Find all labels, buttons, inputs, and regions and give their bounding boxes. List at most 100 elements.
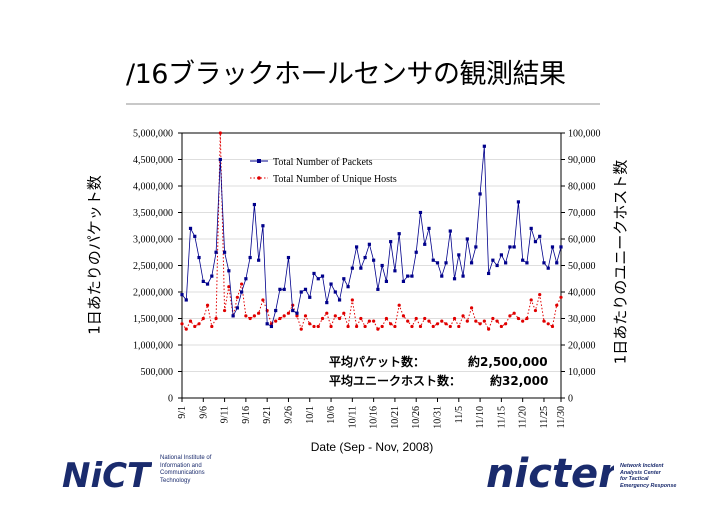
data-point <box>337 298 342 302</box>
data-point <box>278 287 282 291</box>
data-point <box>499 253 503 257</box>
data-point <box>372 319 376 323</box>
data-point <box>261 224 265 228</box>
data-point <box>521 319 525 323</box>
data-point <box>431 258 435 262</box>
data-point <box>504 322 508 326</box>
data-point <box>316 277 320 281</box>
data-point <box>397 303 401 307</box>
data-point <box>214 316 218 321</box>
data-point <box>457 253 461 257</box>
data-point <box>227 269 231 273</box>
title-underline <box>126 103 600 105</box>
data-point <box>440 274 444 278</box>
data-point <box>482 144 486 148</box>
data-point <box>197 255 201 260</box>
y-axis-label-left: 1日あたりのパケット数 <box>85 175 104 335</box>
data-point <box>431 324 435 329</box>
data-point <box>282 287 286 291</box>
data-point <box>423 316 427 321</box>
data-point <box>222 308 227 313</box>
data-point <box>201 316 205 321</box>
data-point <box>435 322 440 326</box>
data-point <box>508 314 512 318</box>
data-point <box>542 261 546 265</box>
y-tick-label-right: 60,000 <box>568 235 596 246</box>
data-point <box>525 261 529 265</box>
data-point <box>193 234 197 238</box>
avg-packets-value: 約2,500,000 <box>468 354 548 369</box>
data-point <box>367 319 371 323</box>
data-point <box>461 274 465 278</box>
data-point <box>538 234 542 238</box>
y-tick-label-left: 2,500,000 <box>133 261 173 272</box>
avg-hosts-label: 平均ユニークホスト数： <box>329 373 461 388</box>
x-tick-label: 10/1 <box>305 406 316 424</box>
y-tick-label-left: 4,500,000 <box>133 155 173 166</box>
x-tick-label: 10/21 <box>390 406 401 429</box>
data-point <box>457 324 461 329</box>
data-point <box>499 324 503 329</box>
y-axis-label-right: 1日あたりのユニークホスト数 <box>611 159 630 365</box>
x-tick-label: 10/11 <box>347 406 358 428</box>
data-point <box>427 319 431 323</box>
data-point <box>474 319 478 323</box>
data-point <box>354 245 359 249</box>
series-packets <box>180 144 563 329</box>
data-point <box>384 279 389 283</box>
data-point <box>278 316 282 321</box>
nict-logo-text: NiCT <box>62 456 152 493</box>
data-point <box>516 200 521 204</box>
data-point <box>410 324 414 329</box>
nicter-line: Network Incident <box>620 463 664 469</box>
data-point <box>320 274 325 278</box>
data-point <box>363 324 367 329</box>
data-point <box>312 271 316 276</box>
data-point <box>240 290 244 294</box>
data-point <box>346 285 350 289</box>
data-point <box>516 316 521 321</box>
data-point <box>299 327 303 331</box>
y-tick-label-left: 4,000,000 <box>133 182 173 193</box>
y-tick-label-right: 20,000 <box>568 341 596 352</box>
data-point <box>184 298 188 302</box>
left-axis-ticks: 0 500,000 1,000,000 1,500,000 2,000,000 2,500… <box>133 129 182 405</box>
data-point <box>418 210 423 215</box>
data-point <box>303 314 308 318</box>
data-point <box>201 279 205 283</box>
data-point <box>469 261 474 265</box>
y-tick-label-right: 70,000 <box>568 208 596 219</box>
legend-label-hosts: Total Number of Unique Hosts <box>273 174 397 185</box>
data-point <box>542 319 546 323</box>
data-point <box>393 269 397 273</box>
y-tick-label-left: 2,000,000 <box>133 288 173 299</box>
data-point <box>533 308 538 313</box>
x-tick-label: 11/5 <box>454 406 465 423</box>
x-tick-label: 9/16 <box>241 406 252 424</box>
data-point <box>376 287 380 291</box>
data-point <box>465 319 469 323</box>
data-point <box>188 226 193 230</box>
data-point <box>538 293 542 297</box>
data-point <box>550 245 555 249</box>
data-point <box>384 316 389 321</box>
data-point <box>376 327 380 331</box>
x-axis-label: Date (Sep - Nov, 2008) <box>310 440 434 454</box>
legend-marker-hosts <box>257 176 261 180</box>
legend: Total Number of Packets Total Number of … <box>250 157 397 185</box>
data-point <box>342 277 346 281</box>
data-point <box>210 274 214 278</box>
data-point <box>414 316 418 321</box>
data-point <box>252 314 256 318</box>
nict-line: National Institute of <box>160 455 212 461</box>
data-point <box>286 255 291 260</box>
right-axis-ticks: 0 10,000 20,000 30,000 40,000 50,000 60,000 70,… <box>561 129 601 405</box>
data-point <box>521 258 525 262</box>
average-annotation: 平均パケット数： 約2,500,000 平均ユニークホスト数： 約32,000 <box>329 354 548 388</box>
data-point <box>214 250 218 254</box>
gridlines <box>182 159 561 372</box>
legend-marker-packets <box>257 159 261 163</box>
data-point <box>525 316 529 321</box>
data-point <box>350 266 354 270</box>
data-point <box>367 242 371 246</box>
